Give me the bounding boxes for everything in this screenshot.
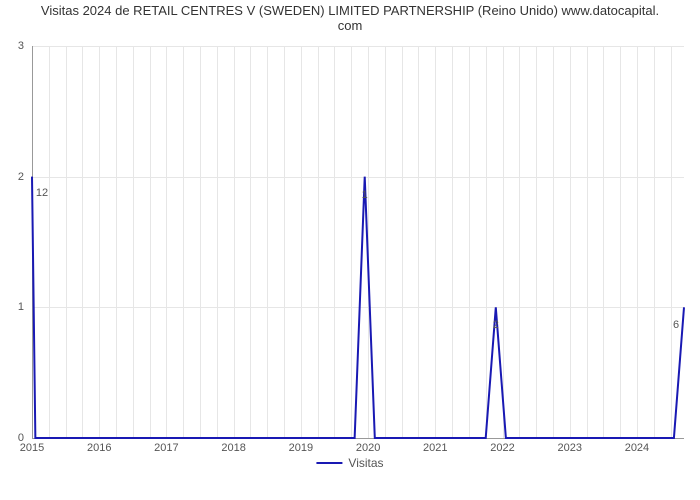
legend-line bbox=[316, 462, 342, 464]
chart-title-line1: Visitas 2024 de RETAIL CENTRES V (SWEDEN… bbox=[41, 3, 659, 18]
x-tick-label: 2018 bbox=[221, 442, 245, 454]
chart-container: Visitas 2024 de RETAIL CENTRES V (SWEDEN… bbox=[0, 0, 700, 500]
x-tick-label: 2019 bbox=[289, 442, 313, 454]
series-svg bbox=[32, 46, 684, 438]
y-tick-label: 2 bbox=[18, 171, 24, 183]
point-label: 12 bbox=[36, 187, 48, 199]
plot-area: 2015201620172018201920202021202220232024… bbox=[32, 46, 684, 438]
chart-title: Visitas 2024 de RETAIL CENTRES V (SWEDEN… bbox=[0, 4, 700, 34]
y-tick-label: 3 bbox=[18, 40, 24, 52]
series-line bbox=[32, 177, 684, 438]
x-tick-label: 2020 bbox=[356, 442, 380, 454]
x-tick-label: 2021 bbox=[423, 442, 447, 454]
x-tick-label: 2024 bbox=[625, 442, 649, 454]
point-label: 1 bbox=[362, 189, 368, 201]
x-tick-label: 2016 bbox=[87, 442, 111, 454]
x-tick-label: 2017 bbox=[154, 442, 178, 454]
legend: Visitas bbox=[316, 456, 383, 470]
x-tick-label: 2022 bbox=[490, 442, 514, 454]
y-tick-label: 1 bbox=[18, 301, 24, 313]
y-tick-label: 0 bbox=[18, 432, 24, 444]
legend-label: Visitas bbox=[348, 456, 383, 470]
point-label: 2 bbox=[493, 319, 499, 331]
chart-title-line2: com bbox=[338, 18, 363, 33]
x-tick-label: 2023 bbox=[557, 442, 581, 454]
point-label: 6 bbox=[673, 319, 679, 331]
